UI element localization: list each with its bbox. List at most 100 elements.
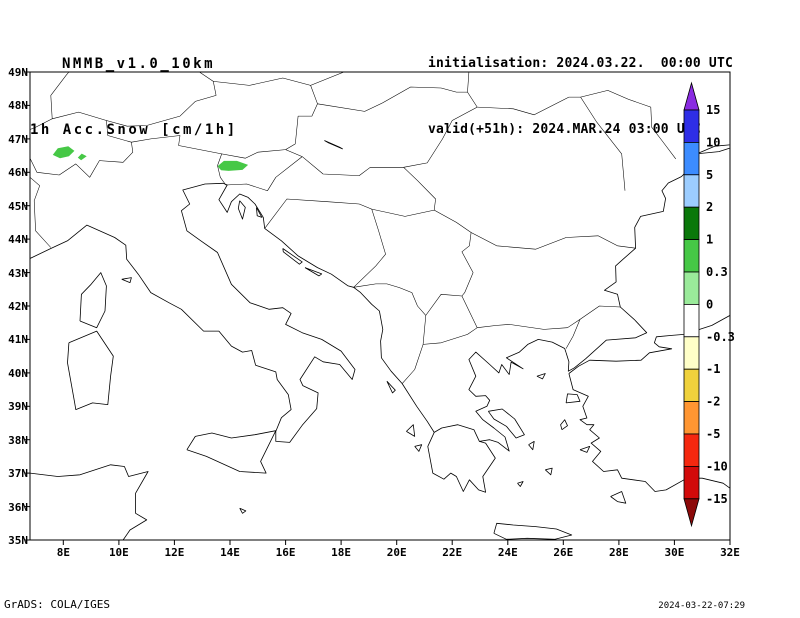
country-border	[579, 305, 621, 320]
colorbar-segment	[683, 401, 700, 435]
colorbar-segment	[683, 239, 700, 273]
country-border	[199, 72, 214, 82]
y-tick-label: 40N	[8, 366, 28, 380]
y-tick-label: 37N	[8, 467, 28, 481]
x-tick-label: 32E	[720, 546, 740, 559]
x-tick-label: 20E	[386, 546, 407, 559]
colorbar-label: 0.3	[706, 265, 728, 279]
snow-patch-swiss-alps-east	[77, 153, 87, 161]
country-border	[285, 149, 303, 157]
grads-credit: GrADS: COLA/IGES	[4, 598, 110, 611]
colorbar-label: -1	[706, 362, 720, 376]
coastline	[414, 444, 423, 452]
colorbar-label: 0	[706, 297, 713, 311]
colorbar-label: 1	[706, 233, 713, 247]
coastline	[427, 424, 496, 493]
colorbar-label: -2	[706, 395, 720, 409]
x-tick-label: 28E	[608, 546, 629, 559]
coastline	[517, 481, 524, 487]
colorbar-label: -0.3	[706, 330, 735, 344]
country-border	[302, 106, 478, 176]
y-tick-label: 46N	[8, 166, 28, 180]
y-tick-label: 42N	[8, 300, 28, 313]
valid-time: valid(+51h): 2024.MAR.24 03:00 UTC	[428, 122, 701, 137]
country-border	[310, 72, 345, 86]
colorbar-segment	[683, 271, 700, 305]
y-tick-label: 36N	[8, 500, 28, 514]
country-border	[401, 315, 427, 384]
country-border	[131, 135, 296, 159]
coastline	[79, 272, 107, 329]
coastline	[565, 147, 730, 372]
colorbar-segment	[683, 336, 700, 370]
colorbar-segment	[683, 206, 700, 240]
coastline	[487, 408, 525, 439]
colorbar-segment	[683, 109, 700, 143]
colorbar-label: -10	[706, 459, 728, 473]
colorbar-segment	[683, 465, 700, 500]
y-tick-label: 38N	[8, 433, 28, 447]
model-title: NMMB_v1.0_10km	[62, 56, 216, 72]
colorbar-segment	[683, 368, 700, 403]
x-tick-label: 22E	[442, 546, 463, 559]
coastline	[468, 339, 567, 452]
colorbar-segment	[683, 303, 700, 338]
country-border	[565, 319, 581, 349]
colorbar-segment	[683, 142, 700, 176]
x-tick-label: 24E	[497, 546, 518, 559]
country-border	[477, 319, 581, 330]
y-tick-label: 39N	[8, 400, 28, 414]
coastline	[568, 315, 730, 374]
y-tick-label: 43N	[8, 266, 28, 280]
colorbar-label: -5	[706, 427, 720, 441]
country-border	[371, 208, 474, 316]
coastline	[218, 182, 435, 433]
colorbar-arrow-top	[683, 81, 700, 111]
colorbar-segment	[683, 174, 700, 208]
country-border	[461, 295, 478, 328]
country-border	[264, 198, 386, 288]
map-frame	[29, 71, 731, 541]
x-tick-label: 26E	[553, 546, 574, 559]
map-svg	[25, 71, 731, 545]
plot-timestamp: 2024-03-22-07:29	[658, 601, 745, 611]
country-border	[106, 77, 318, 144]
colorbar-label: 2	[706, 200, 713, 214]
country-border	[30, 111, 134, 178]
y-tick-label: 49N	[8, 66, 28, 79]
y-tick-label: 47N	[8, 132, 28, 146]
colorbar-label: 15	[706, 103, 720, 117]
country-border	[423, 327, 478, 345]
coastline	[324, 140, 343, 150]
coastline	[579, 446, 591, 453]
snow-patch-swiss-alps	[52, 146, 75, 159]
country-border	[225, 156, 303, 191]
y-tick-label: 45N	[8, 199, 28, 213]
coastline	[406, 424, 416, 437]
y-tick-label: 44N	[8, 233, 28, 247]
coastline	[304, 267, 323, 277]
coastline	[30, 182, 356, 443]
coastline	[560, 419, 568, 431]
init-time: initialisation: 2024.03.22. 00:00 UTC	[428, 56, 734, 71]
country-border	[470, 232, 636, 250]
colorbar-svg: 15 10 5 2 1 0.3 0 -0.3 -1 -2 -5 -10 -15	[683, 81, 735, 528]
colorbar-label: 5	[706, 168, 713, 182]
x-tick-label: 16E	[275, 546, 296, 559]
country-border	[477, 96, 570, 116]
coastline	[536, 373, 546, 380]
coastline	[568, 373, 730, 492]
coastline	[67, 330, 114, 410]
x-tick-label: 14E	[220, 546, 240, 559]
colorbar-label: -15	[706, 492, 728, 506]
x-tick-label: 10E	[108, 546, 129, 559]
snow-patch-julian-alps-karavanke	[217, 160, 249, 171]
coastline	[239, 507, 247, 514]
coastline	[545, 467, 553, 476]
coastline	[493, 522, 573, 540]
y-tick-label: 35N	[8, 534, 28, 547]
x-tick-label: 8E	[56, 546, 70, 559]
coastline	[528, 441, 535, 451]
coastline	[237, 200, 246, 220]
